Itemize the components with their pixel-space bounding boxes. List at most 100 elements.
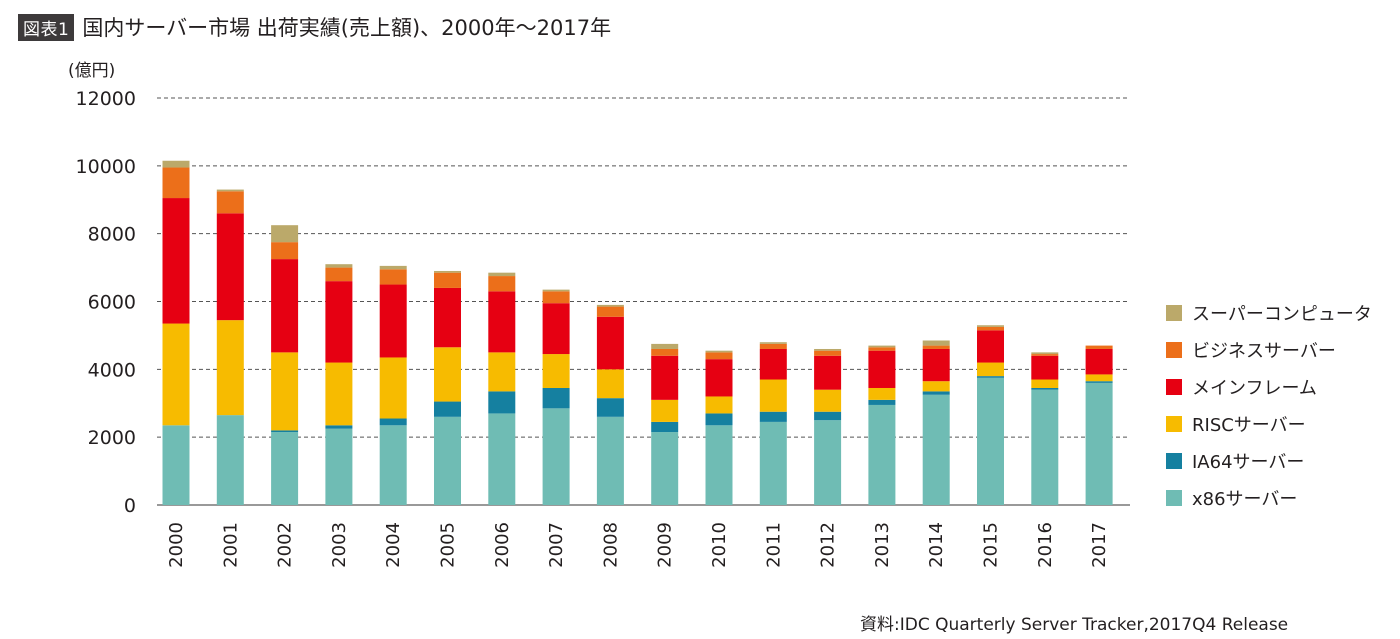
bar-segment xyxy=(488,272,516,277)
bar-segment xyxy=(434,347,461,402)
bar-segment xyxy=(759,411,787,422)
bar-segment xyxy=(1031,387,1059,390)
bar-segment xyxy=(1085,381,1113,383)
x-tick-label: 2014 xyxy=(926,522,947,568)
x-tick-label: 2017 xyxy=(1089,522,1110,568)
x-tick-label: 2012 xyxy=(818,522,839,568)
bar-segment xyxy=(596,316,624,370)
bar-segment xyxy=(325,264,353,268)
x-tick-label: 2010 xyxy=(709,522,730,568)
bar-segment xyxy=(596,369,624,399)
bar-segment xyxy=(1085,345,1113,349)
legend-label: x86サーバー xyxy=(1192,489,1297,510)
bar-segment xyxy=(922,381,950,392)
x-tick-label: 2007 xyxy=(546,522,567,568)
y-tick-label: 6000 xyxy=(88,292,136,314)
bar-segment xyxy=(379,425,407,505)
bar-segment xyxy=(596,304,624,307)
bar-segment xyxy=(325,267,353,282)
bar-segment xyxy=(977,377,1004,505)
figure-badge: 図表1 xyxy=(18,13,75,41)
bar-segment xyxy=(488,276,516,292)
bar-segment xyxy=(271,352,299,431)
bar-segment xyxy=(434,416,461,505)
bar-segment xyxy=(434,272,461,288)
y-tick-label: 4000 xyxy=(88,359,136,381)
bar-segment xyxy=(977,330,1004,363)
x-tick-label: 2002 xyxy=(275,522,296,568)
x-tick-label: 2003 xyxy=(329,522,350,568)
bar-segment xyxy=(379,265,407,270)
bar-segment xyxy=(868,345,896,348)
bar-segment xyxy=(162,198,190,324)
source-note: 資料:IDC Quarterly Server Tracker,2017Q4 R… xyxy=(860,615,1289,635)
bar-segment xyxy=(216,191,244,214)
bar-segment xyxy=(705,413,733,426)
bar-segment xyxy=(922,394,950,505)
y-tick-label: 8000 xyxy=(88,224,136,246)
x-tick-label: 2016 xyxy=(1035,522,1056,568)
x-tick-label: 2000 xyxy=(166,522,187,568)
bar-segment xyxy=(434,401,461,417)
bar-segment xyxy=(651,355,679,400)
bar-segment xyxy=(759,379,787,412)
bar-segment xyxy=(271,242,299,260)
bar-segment xyxy=(325,425,353,429)
bar-segment xyxy=(1031,355,1059,380)
bar-segment xyxy=(596,306,624,317)
bar-segment xyxy=(651,399,679,422)
bar-segment xyxy=(216,415,244,505)
legend-swatch xyxy=(1166,490,1182,506)
y-tick-label: 12000 xyxy=(76,88,136,110)
bar-segment xyxy=(271,259,299,353)
bar-segment xyxy=(868,404,896,505)
bar-segment xyxy=(325,281,353,363)
x-tick-label: 2009 xyxy=(655,522,676,568)
bar-segment xyxy=(542,289,570,292)
bar-segment xyxy=(759,421,787,505)
legend-label: スーパーコンピュータ xyxy=(1192,304,1372,325)
bar-segment xyxy=(162,323,190,426)
bar-segment xyxy=(651,421,679,433)
bar-segment xyxy=(216,320,244,416)
legend-swatch xyxy=(1166,342,1182,358)
bar-segment xyxy=(1031,354,1059,356)
bar-segment xyxy=(922,340,950,346)
bar-segment xyxy=(705,352,733,360)
bar-segment xyxy=(868,387,896,400)
bar-segment xyxy=(434,287,461,348)
bar-segment xyxy=(325,428,353,505)
bar-segment xyxy=(542,291,570,304)
legend-swatch xyxy=(1166,453,1182,469)
bar-segment xyxy=(922,391,950,395)
x-tick-label: 2004 xyxy=(383,522,404,568)
bar-segment xyxy=(542,354,570,388)
bar-segment xyxy=(216,189,244,192)
bar-segment xyxy=(1031,389,1059,505)
bar-segment xyxy=(1085,348,1113,375)
bar-segment xyxy=(814,350,842,356)
bar-segment xyxy=(705,396,733,414)
bar-segment xyxy=(542,303,570,355)
bar-segment xyxy=(651,343,679,349)
bar-segment xyxy=(271,430,299,433)
bar-segment xyxy=(868,350,896,388)
x-tick-label: 2011 xyxy=(763,522,784,568)
bar-segment xyxy=(216,213,244,321)
bar-segment xyxy=(705,350,733,353)
bar-segment xyxy=(922,345,950,349)
bar-segment xyxy=(977,376,1004,378)
y-axis-unit: (億円) xyxy=(68,61,116,81)
y-tick-label: 2000 xyxy=(88,427,136,449)
bar-segment xyxy=(868,399,896,405)
bar-segment xyxy=(759,342,787,344)
x-tick-label: 2005 xyxy=(438,522,459,568)
chart-title: 図表1 国内サーバー市場 出荷実績(売上額)、2000年〜2017年 xyxy=(18,12,611,42)
bar-segment xyxy=(325,362,353,426)
x-tick-label: 2001 xyxy=(220,522,241,568)
legend-swatch xyxy=(1166,305,1182,321)
bar-segment xyxy=(922,348,950,382)
bar-segment xyxy=(488,291,516,353)
bar-segment xyxy=(596,416,624,505)
